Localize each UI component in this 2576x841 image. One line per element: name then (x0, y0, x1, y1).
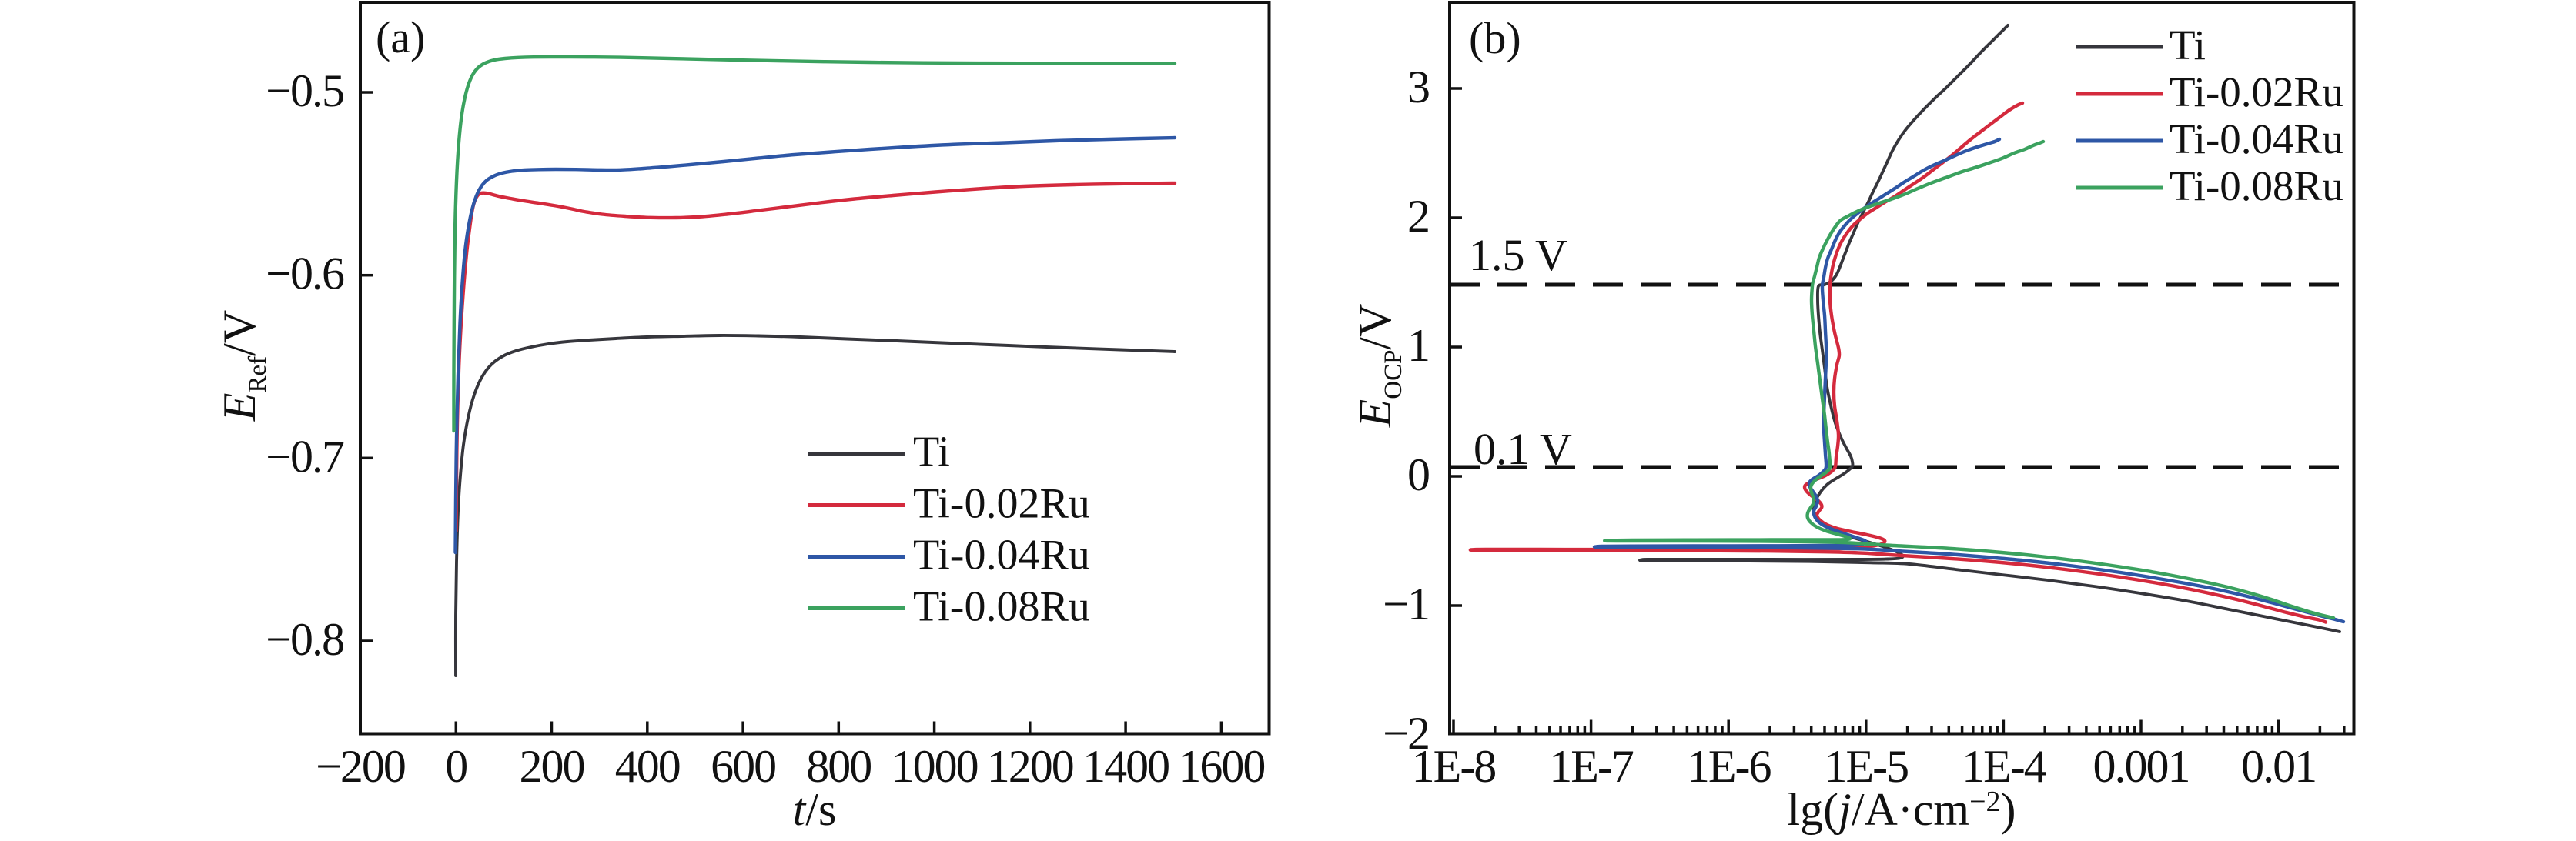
svg-text:t/s: t/s (793, 784, 837, 835)
svg-text:1600: 1600 (1178, 741, 1264, 792)
svg-text:Ti: Ti (2170, 22, 2206, 68)
svg-text:Ti-0.04Ru: Ti-0.04Ru (913, 532, 1090, 579)
svg-text:−200: −200 (316, 741, 405, 792)
svg-text:1E-5: 1E-5 (1824, 741, 1908, 792)
svg-text:400: 400 (615, 741, 680, 792)
svg-text:Ti: Ti (913, 429, 950, 476)
svg-text:3: 3 (1407, 62, 1429, 112)
svg-text:1400: 1400 (1082, 741, 1169, 792)
svg-text:0.1 V: 0.1 V (1474, 424, 1572, 474)
svg-text:−0.5: −0.5 (266, 65, 343, 116)
svg-text:Ti-0.02Ru: Ti-0.02Ru (2170, 68, 2343, 115)
svg-text:Ti-0.08Ru: Ti-0.08Ru (913, 583, 1090, 631)
svg-text:0.001: 0.001 (2093, 741, 2190, 792)
svg-text:(a): (a) (376, 12, 425, 62)
svg-text:−0.7: −0.7 (266, 431, 344, 482)
svg-text:1200: 1200 (987, 741, 1073, 792)
svg-text:EOCP/V: EOCP/V (1350, 304, 1407, 429)
svg-text:2: 2 (1407, 191, 1429, 242)
svg-text:−1: −1 (1383, 579, 1429, 629)
svg-text:1000: 1000 (892, 741, 978, 792)
svg-text:1E-8: 1E-8 (1412, 741, 1496, 792)
svg-text:1.5 V: 1.5 V (1469, 230, 1567, 280)
svg-text:0: 0 (445, 741, 467, 792)
svg-text:200: 200 (520, 741, 584, 792)
svg-text:1E-7: 1E-7 (1549, 741, 1634, 792)
svg-text:800: 800 (806, 741, 871, 792)
svg-text:ERef/V: ERef/V (214, 310, 272, 422)
svg-text:−0.8: −0.8 (266, 614, 343, 665)
svg-text:0.01: 0.01 (2241, 741, 2316, 792)
svg-text:(b): (b) (1469, 13, 1521, 63)
svg-text:600: 600 (711, 741, 775, 792)
svg-text:1: 1 (1407, 320, 1429, 371)
svg-text:Ti-0.04Ru: Ti-0.04Ru (2170, 115, 2343, 162)
svg-text:Ti-0.02Ru: Ti-0.02Ru (913, 480, 1090, 528)
svg-text:Ti-0.08Ru: Ti-0.08Ru (2170, 162, 2343, 209)
svg-text:−0.6: −0.6 (266, 249, 344, 299)
svg-text:−2: −2 (1383, 708, 1429, 759)
svg-text:1E-6: 1E-6 (1687, 741, 1771, 792)
svg-text:1E-4: 1E-4 (1962, 741, 2047, 792)
svg-text:0: 0 (1407, 449, 1429, 500)
